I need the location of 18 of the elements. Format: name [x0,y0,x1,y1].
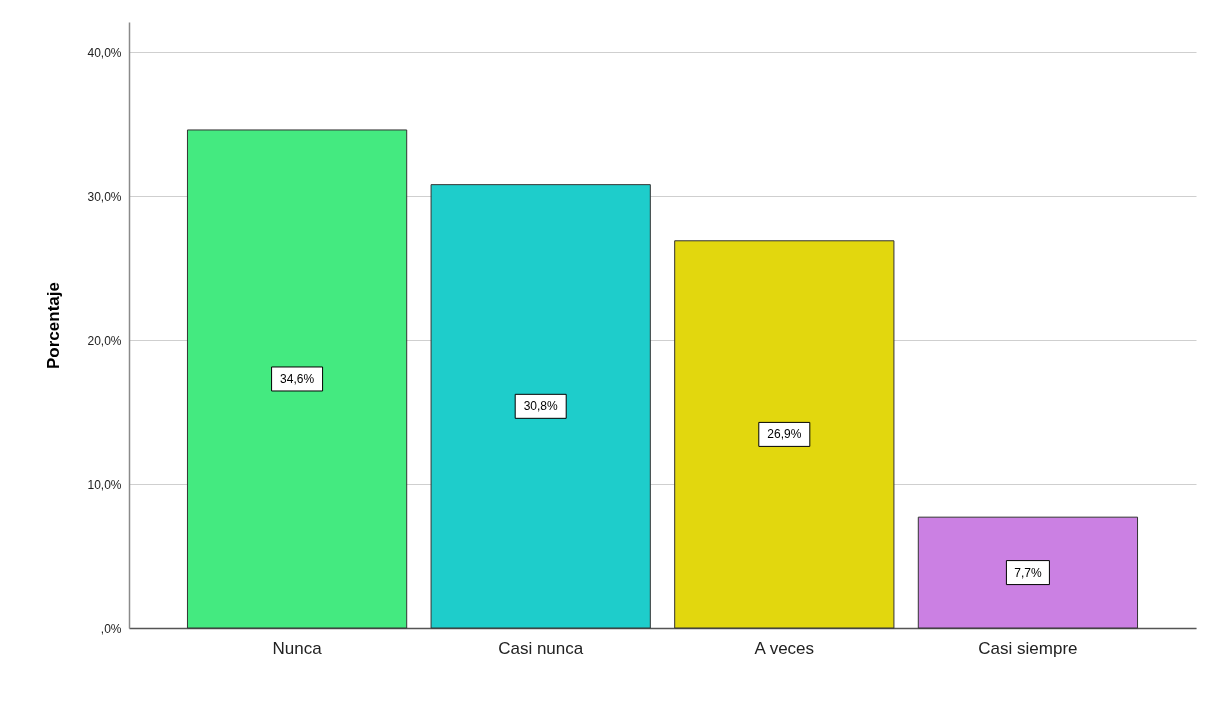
y-tick-label: 30,0% [87,189,122,204]
y-tick-label: 20,0% [87,333,122,348]
x-tick-label: Casi siempre [978,638,1078,658]
data-label: 34,6% [280,371,315,386]
y-axis-title: Porcentaje [44,282,64,369]
y-tick-label: ,0% [100,621,122,636]
data-label: 30,8% [523,399,559,414]
x-tick-label: Nunca [272,638,323,658]
bar [430,184,651,629]
data-label: 7,7% [1014,565,1042,580]
x-tick-label: Casi nunca [498,638,584,658]
x-tick-label: A veces [754,638,815,658]
bar [674,240,895,629]
bar [917,516,1139,629]
y-tick-label: 10,0% [87,477,122,492]
data-label: 26,9% [767,427,802,442]
bar [186,129,408,629]
y-tick-label: 40,0% [87,45,122,60]
